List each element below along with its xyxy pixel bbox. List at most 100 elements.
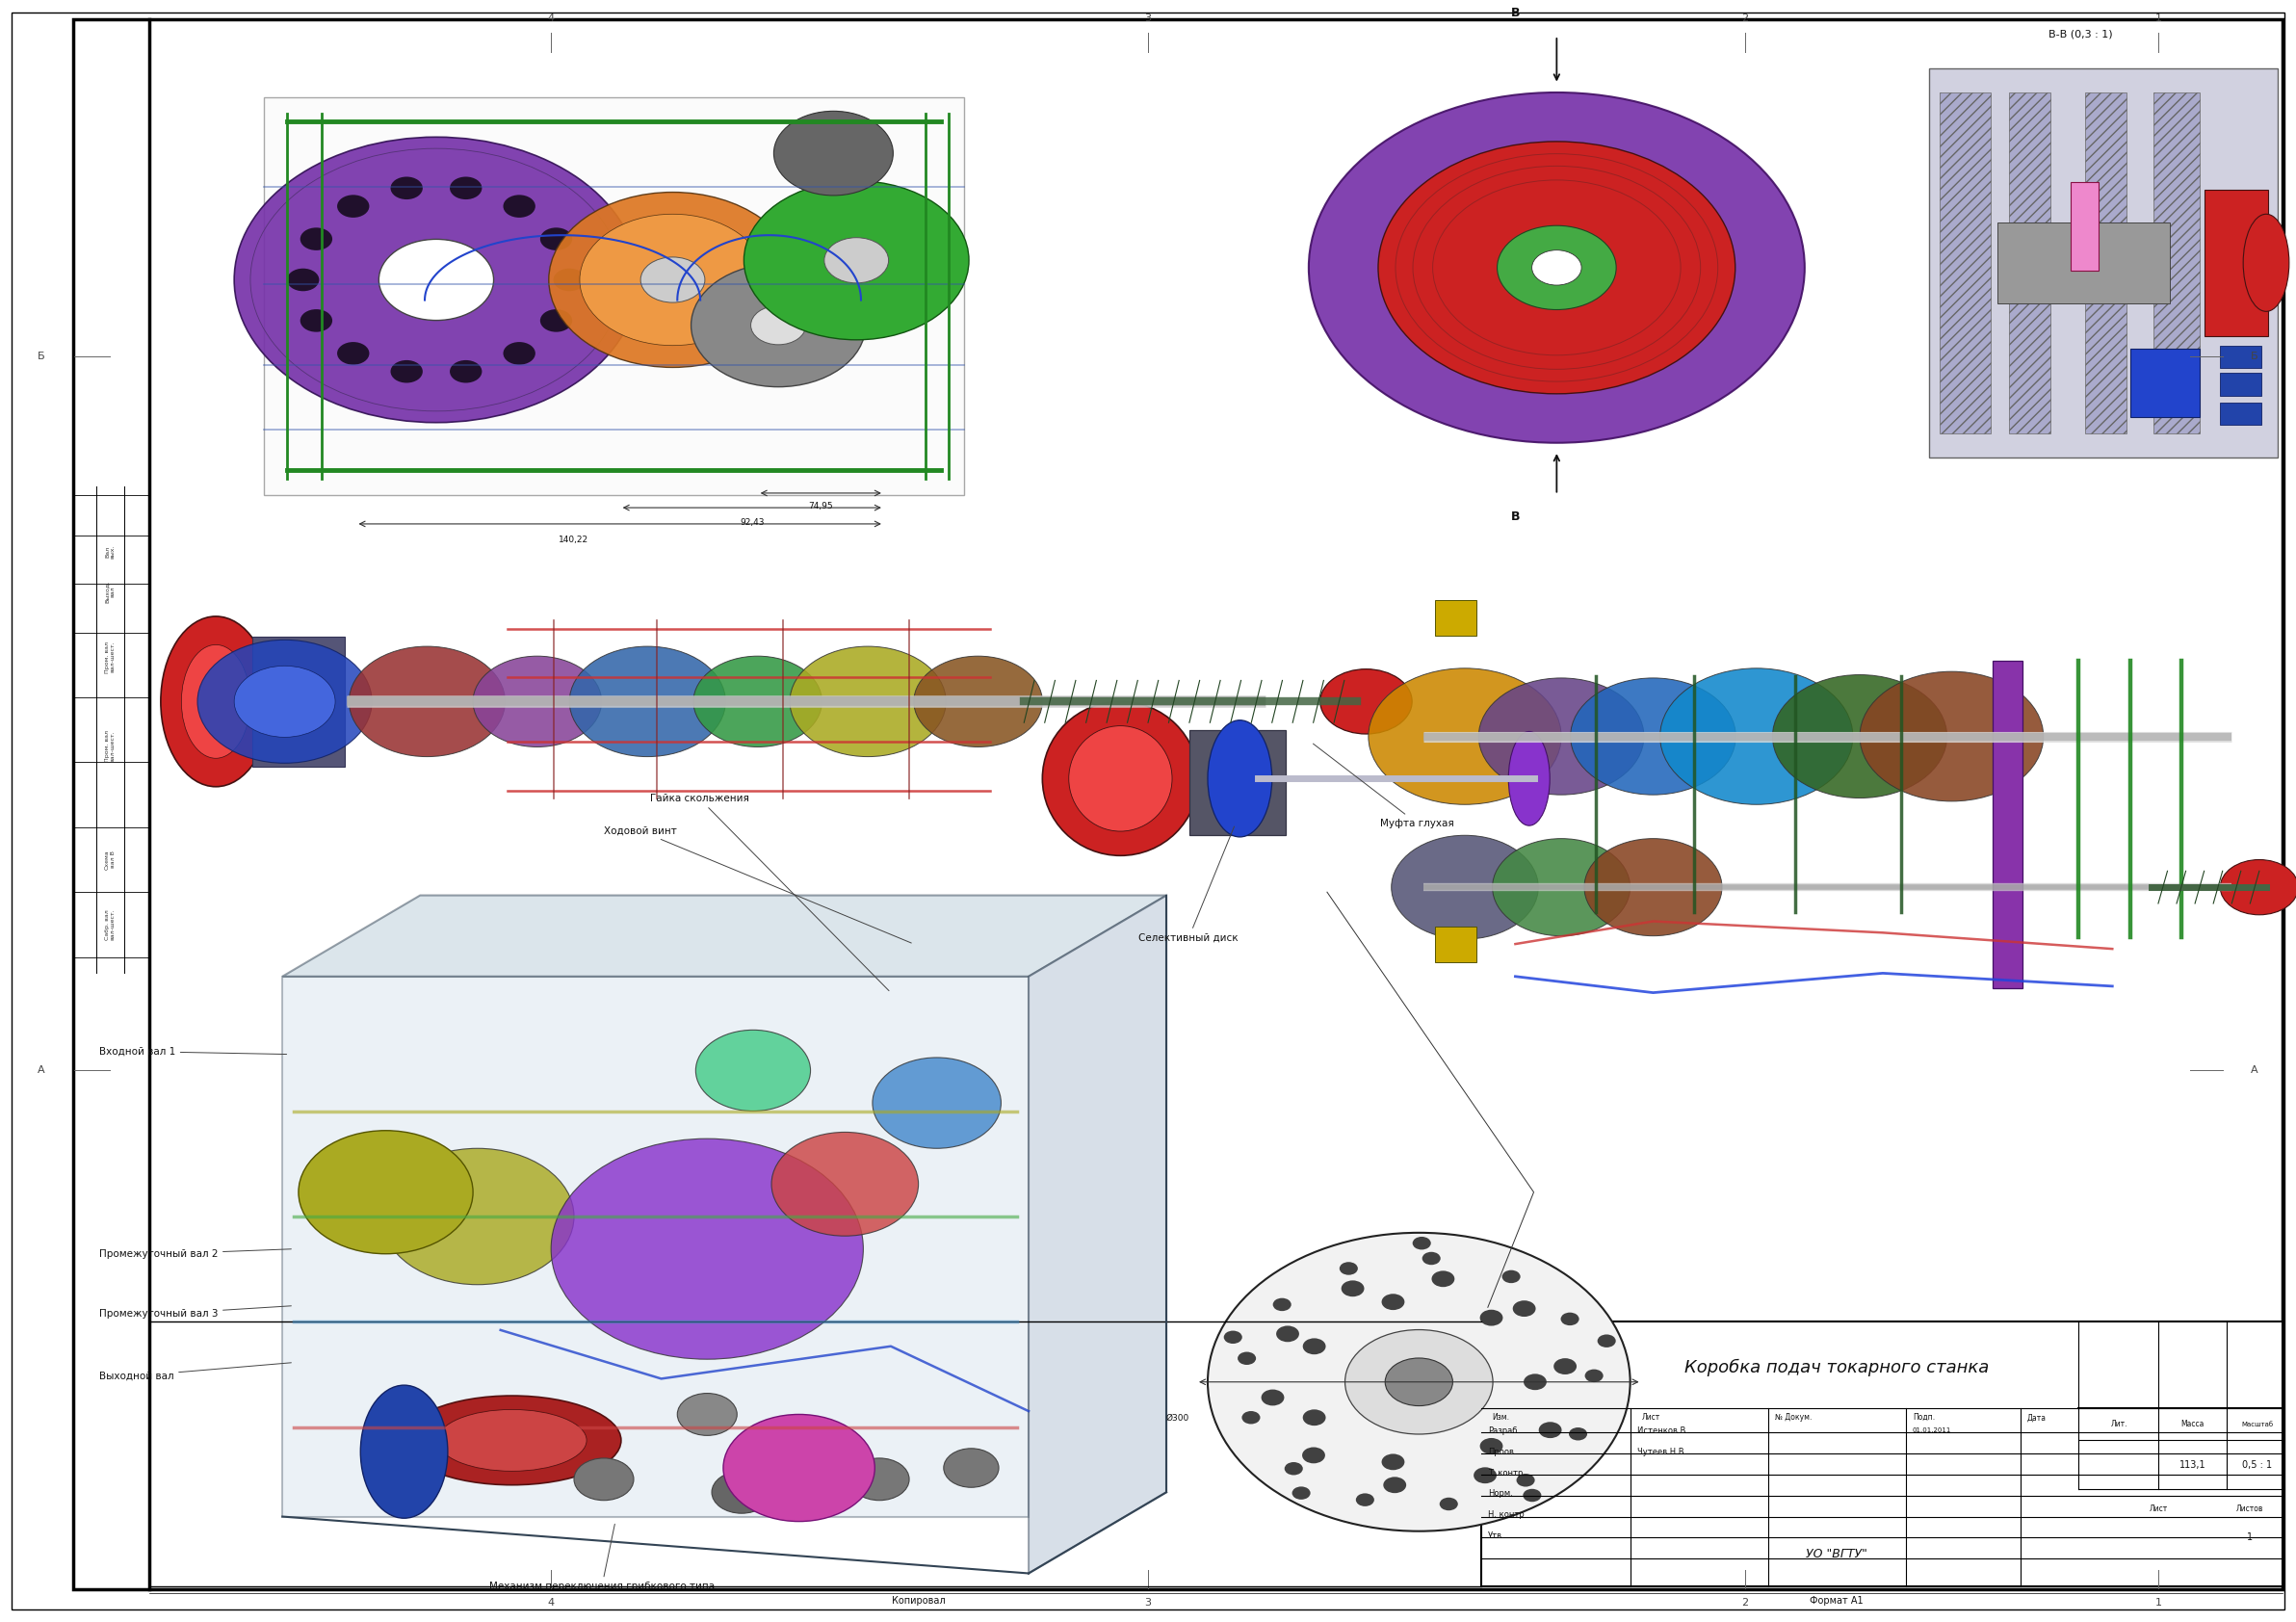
Text: 1: 1 <box>2156 1598 2161 1607</box>
Circle shape <box>338 342 370 365</box>
Text: Истенков В.: Истенков В. <box>1637 1426 1688 1435</box>
Text: Масса: Масса <box>2181 1419 2204 1429</box>
Ellipse shape <box>161 616 271 787</box>
Bar <box>1929 68 2278 457</box>
Circle shape <box>390 360 422 383</box>
Circle shape <box>1502 1270 1520 1283</box>
Text: Вал
вых.: Вал вых. <box>106 545 115 558</box>
Text: Промежуточный вал 3: Промежуточный вал 3 <box>99 1306 292 1319</box>
Circle shape <box>1492 839 1630 936</box>
Circle shape <box>1568 1427 1587 1440</box>
Circle shape <box>1302 1447 1325 1463</box>
Circle shape <box>1660 668 1853 805</box>
Circle shape <box>234 667 335 736</box>
Circle shape <box>1584 1369 1603 1382</box>
Circle shape <box>1412 1236 1430 1249</box>
Text: Разраб.: Разраб. <box>1488 1426 1520 1435</box>
Ellipse shape <box>181 646 250 759</box>
Text: В-В (0,3 : 1): В-В (0,3 : 1) <box>2048 29 2112 39</box>
Ellipse shape <box>1068 727 1173 832</box>
Circle shape <box>2220 860 2296 915</box>
Circle shape <box>641 258 705 303</box>
Circle shape <box>1598 1335 1616 1348</box>
Circle shape <box>298 1131 473 1254</box>
Circle shape <box>1242 1411 1261 1424</box>
Text: 0,5 : 1: 0,5 : 1 <box>2241 1460 2273 1470</box>
Text: Сабр. вал
вал-шест.: Сабр. вал вал-шест. <box>106 908 115 941</box>
Text: 4: 4 <box>549 13 553 23</box>
Text: Гайка скольжения: Гайка скольжения <box>650 793 889 991</box>
Circle shape <box>1531 250 1582 285</box>
Text: Изм.: Изм. <box>1492 1413 1511 1422</box>
Circle shape <box>1481 1309 1504 1325</box>
Circle shape <box>1421 1252 1440 1265</box>
Circle shape <box>1378 141 1736 394</box>
Bar <box>2220 345 2262 368</box>
Text: Масштаб: Масштаб <box>2241 1421 2273 1427</box>
Ellipse shape <box>1042 701 1199 856</box>
Text: Н. контр: Н. контр <box>1488 1510 1525 1520</box>
Circle shape <box>551 1139 863 1359</box>
Circle shape <box>574 1458 634 1500</box>
Bar <box>2154 92 2200 433</box>
Circle shape <box>1525 1374 1548 1390</box>
Circle shape <box>1773 675 1947 798</box>
Text: В: В <box>1511 511 1520 524</box>
Circle shape <box>450 177 482 200</box>
Circle shape <box>1302 1410 1325 1426</box>
Circle shape <box>774 112 893 196</box>
Circle shape <box>1433 1270 1456 1286</box>
Text: 74,95: 74,95 <box>808 501 833 511</box>
Text: Пром. вал
вал-шест.: Пром. вал вал-шест. <box>106 730 115 762</box>
Ellipse shape <box>1508 732 1550 826</box>
Bar <box>2085 92 2126 433</box>
Circle shape <box>1382 1453 1405 1470</box>
Bar <box>1993 662 2023 988</box>
Ellipse shape <box>404 1395 620 1486</box>
Circle shape <box>824 238 889 284</box>
Text: 113,1: 113,1 <box>2179 1460 2206 1470</box>
Circle shape <box>712 1471 771 1513</box>
Text: Т. контр: Т. контр <box>1488 1468 1522 1478</box>
Circle shape <box>1513 1301 1536 1317</box>
Circle shape <box>1538 1422 1561 1439</box>
Circle shape <box>234 138 638 423</box>
Bar <box>1481 1322 2282 1586</box>
Text: Муфта глухая: Муфта глухая <box>1313 744 1453 827</box>
Circle shape <box>751 307 806 345</box>
Text: Входной вал 1: Входной вал 1 <box>99 1046 287 1056</box>
Bar <box>1998 222 2170 303</box>
Text: 3: 3 <box>1146 1598 1150 1607</box>
Text: Ходовой винт: Ходовой винт <box>604 826 912 942</box>
Bar <box>1435 600 1476 636</box>
Text: Селективный диск: Селективный диск <box>1139 827 1238 942</box>
Circle shape <box>1302 1338 1325 1354</box>
Circle shape <box>1341 1280 1364 1296</box>
Text: Подп.: Подп. <box>1913 1413 1936 1422</box>
Circle shape <box>1261 1390 1283 1406</box>
Circle shape <box>872 1058 1001 1148</box>
Circle shape <box>287 269 319 292</box>
Circle shape <box>1384 1358 1453 1406</box>
Circle shape <box>1515 1474 1534 1487</box>
Circle shape <box>1561 1312 1580 1325</box>
Text: 01.01.2011: 01.01.2011 <box>1913 1427 1952 1434</box>
Text: 3: 3 <box>1146 13 1150 23</box>
Circle shape <box>1382 1294 1405 1311</box>
Circle shape <box>1368 668 1561 805</box>
Circle shape <box>1440 1497 1458 1510</box>
Circle shape <box>723 1414 875 1521</box>
Circle shape <box>540 227 572 250</box>
Circle shape <box>1382 1478 1405 1494</box>
Text: А: А <box>37 1066 46 1075</box>
Circle shape <box>503 195 535 217</box>
Circle shape <box>569 646 726 756</box>
Text: Листов: Листов <box>2236 1504 2264 1513</box>
Circle shape <box>379 240 494 321</box>
Polygon shape <box>282 895 1166 976</box>
Circle shape <box>944 1448 999 1487</box>
Circle shape <box>1208 1233 1630 1531</box>
Circle shape <box>1479 678 1644 795</box>
Text: Б: Б <box>2250 352 2259 362</box>
Circle shape <box>549 193 797 368</box>
